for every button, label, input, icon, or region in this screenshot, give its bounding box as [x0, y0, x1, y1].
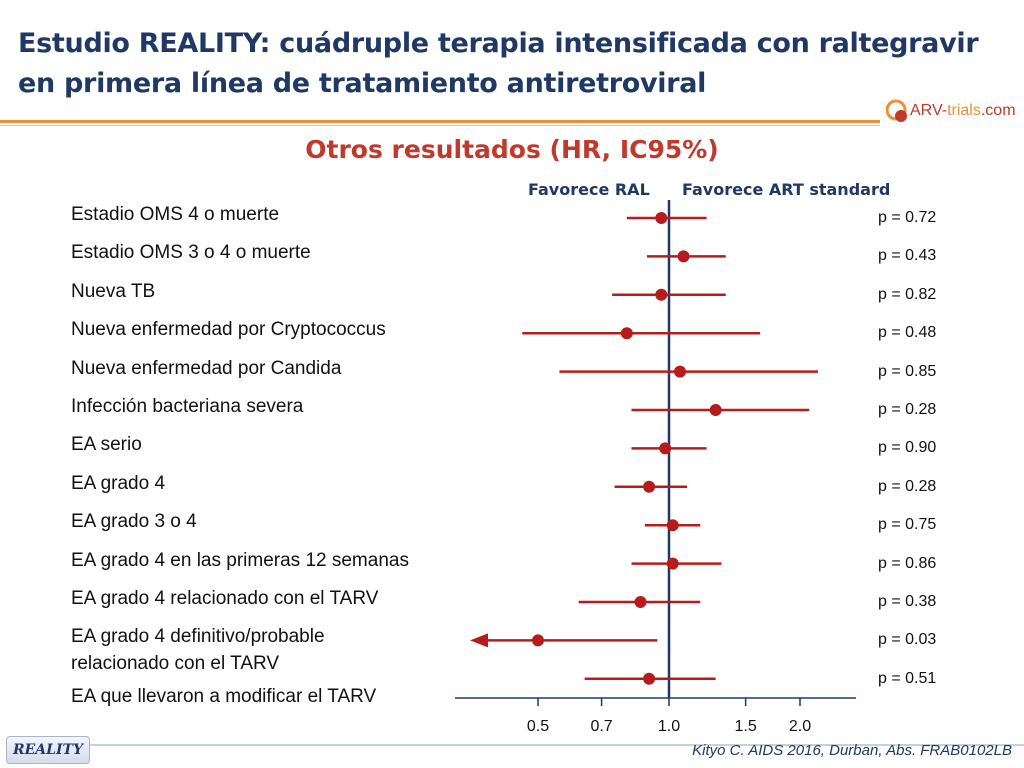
slide-title: Estudio REALITY: cuádruple terapia inten…	[18, 24, 1008, 104]
x-tick-label-4: 2.0	[789, 718, 811, 735]
favors-right-label: Favorece ART standard	[682, 180, 891, 199]
logo-suffix: .com	[980, 102, 1016, 119]
hr-point-10	[634, 596, 647, 608]
hr-point-2	[655, 288, 668, 301]
hr-point-4	[674, 365, 687, 378]
p-value-4: p = 0.85	[878, 362, 937, 380]
outcome-label-3: Nueva enfermedad por Cryptococcus	[71, 319, 386, 341]
x-tick-label-3: 1.5	[735, 718, 757, 735]
slide-title-line-2: en primera línea de tratamiento antiretr…	[18, 68, 707, 99]
hr-point-0	[655, 212, 668, 224]
outcome-label-12: EA que llevaron a modificar el TARV	[71, 685, 377, 707]
p-value-9: p = 0.86	[878, 554, 937, 572]
hr-point-5	[709, 404, 722, 416]
p-value-1: p = 0.43	[878, 247, 937, 265]
hr-point-6	[659, 442, 672, 455]
logo-wordmark: ARV-trials.com	[910, 102, 1016, 120]
outcome-label-9: EA grado 4 en las primeras 12 semanas	[71, 549, 409, 571]
outcome-label-7: EA grado 4	[71, 472, 166, 494]
p-value-5: p = 0.28	[878, 401, 937, 418]
x-tick-label-0: 0.5	[527, 718, 549, 735]
outcome-label-6: EA serio	[71, 434, 142, 456]
logo-prefix: ARV-	[910, 102, 948, 119]
p-value-8: p = 0.75	[878, 516, 937, 534]
forest-plot-marks: 0.5 0.7 1.0 1.5 2.0	[455, 200, 856, 735]
hr-point-9	[666, 557, 679, 570]
p-value-10: p = 0.38	[878, 593, 937, 610]
outcome-label-4: Nueva enfermedad por Candida	[71, 357, 342, 379]
hr-point-1	[677, 250, 690, 263]
hr-point-7	[643, 480, 656, 493]
outcome-label-11: EA grado 4 definitivo/probable	[71, 626, 325, 648]
p-value-11: p = 0.03	[878, 631, 937, 649]
outcome-label-10: EA grado 4 relacionado con el TARV	[71, 588, 379, 609]
footer-divider	[90, 744, 1024, 746]
x-tick-label-2: 1.0	[658, 718, 680, 735]
logo-mid: trials	[947, 102, 981, 119]
outcome-label-0: Estadio OMS 4 o muerte	[71, 204, 280, 225]
hr-point-8	[666, 519, 679, 532]
outcome-label-2: Nueva TB	[71, 280, 156, 302]
chart-title: Otros resultados (HR, IC95%)	[305, 135, 719, 164]
favors-left-label: Favorece RAL	[528, 180, 650, 199]
hr-point-11	[532, 634, 544, 647]
p-value-0: p = 0.72	[878, 209, 937, 226]
outcome-label-5: Infección bacteriana severa	[71, 396, 304, 417]
logo-mark-icon	[885, 99, 907, 122]
outcome-label-1: Estadio OMS 3 o 4 o muerte	[71, 242, 311, 264]
outcome-label-11-line-2: relacionado con el TARV	[71, 653, 280, 675]
p-value-6: p = 0.90	[878, 439, 937, 457]
header-divider-thin	[0, 125, 880, 126]
citation: Kityo C. AIDS 2016, Durban, Abs. FRAB010…	[692, 742, 1012, 759]
x-tick-label-1: 0.7	[590, 718, 612, 735]
p-value-3: p = 0.48	[878, 324, 937, 342]
p-value-7: p = 0.28	[878, 477, 937, 495]
p-value-2: p = 0.82	[878, 285, 937, 303]
p-value-12: p = 0.51	[878, 669, 937, 687]
ci-arrow-left-11	[470, 633, 488, 648]
arv-trials-logo: ARV-trials.com	[885, 98, 1016, 130]
slide-title-line-1: Estudio REALITY: cuádruple terapia inten…	[18, 28, 979, 59]
header-divider	[0, 120, 880, 123]
outcome-label-8: EA grado 3 o 4	[71, 511, 197, 533]
study-badge: REALITY	[6, 736, 90, 764]
hr-point-12	[643, 672, 656, 685]
hr-point-3	[620, 327, 633, 340]
